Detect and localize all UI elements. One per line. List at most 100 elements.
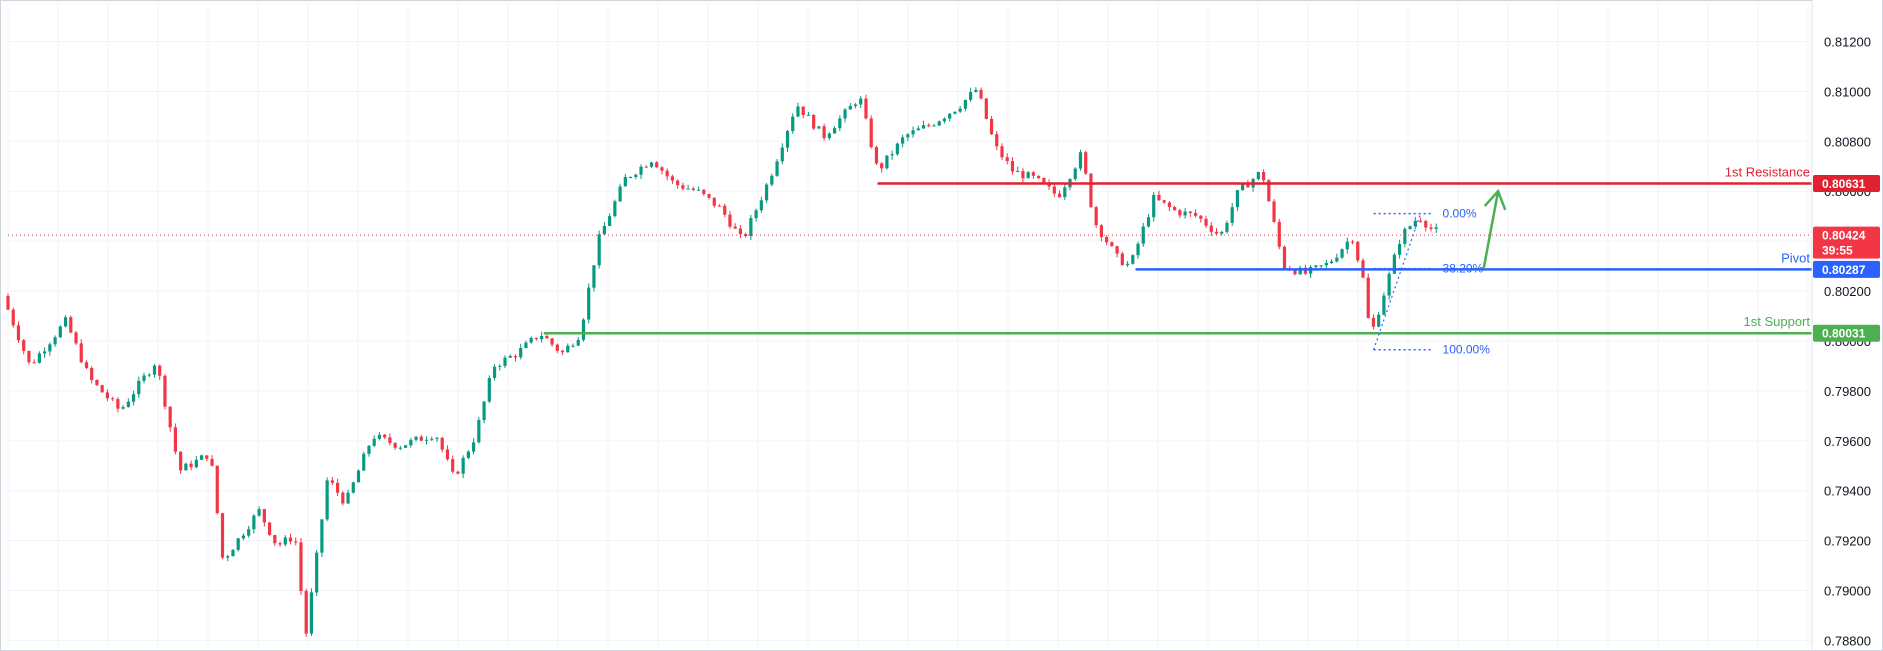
candle <box>969 87 973 102</box>
arrow-annotation[interactable] <box>1482 188 1507 269</box>
candle <box>1105 235 1109 246</box>
candle <box>37 351 41 364</box>
candle <box>717 204 722 207</box>
candle <box>288 533 293 545</box>
candle <box>304 588 308 637</box>
candle <box>27 350 31 365</box>
candle <box>461 455 465 479</box>
candles <box>6 87 1438 637</box>
candle <box>1230 202 1234 227</box>
candle <box>1120 251 1124 266</box>
candle <box>356 469 361 483</box>
candle <box>1350 239 1355 245</box>
candle <box>1094 205 1098 228</box>
candle <box>1392 252 1396 275</box>
candle <box>691 186 695 191</box>
fib-trend-line <box>1373 213 1422 350</box>
candle <box>1141 222 1145 247</box>
candle <box>1152 192 1156 222</box>
candle <box>921 120 926 129</box>
candle <box>1324 259 1328 270</box>
price-tick-label: 0.80800 <box>1824 134 1871 149</box>
candle <box>587 283 591 324</box>
candle <box>241 533 246 541</box>
candle <box>116 397 120 413</box>
candle <box>90 366 94 384</box>
resistance-badge <box>1813 174 1880 192</box>
support-badge <box>1813 324 1880 342</box>
candle <box>937 120 941 127</box>
candle <box>634 173 638 180</box>
candle <box>435 436 439 443</box>
candle <box>1261 169 1266 183</box>
candle <box>1256 171 1260 181</box>
candle <box>1084 150 1088 175</box>
candle <box>1178 208 1182 219</box>
candle <box>247 525 251 538</box>
candle <box>142 372 146 384</box>
price-axis[interactable]: 0.812000.810000.808000.806000.804000.802… <box>1811 0 1882 651</box>
candle <box>880 162 884 173</box>
candle <box>58 325 62 338</box>
candle <box>864 94 868 120</box>
candle <box>1110 241 1114 247</box>
price-tick-label: 0.79200 <box>1824 534 1871 549</box>
price-tick-label: 0.79600 <box>1824 434 1871 449</box>
candle <box>1209 222 1213 236</box>
candle <box>812 114 816 130</box>
candle <box>105 389 110 402</box>
candle <box>419 434 423 441</box>
candle <box>948 113 952 122</box>
candle <box>179 451 183 474</box>
candle <box>330 476 334 486</box>
candle <box>215 465 219 515</box>
candle <box>571 343 575 348</box>
support-label: 1st Support <box>1744 314 1811 329</box>
candle <box>315 549 319 597</box>
candle <box>194 455 198 469</box>
candle <box>6 293 10 311</box>
candle <box>728 211 732 229</box>
candle <box>137 376 141 399</box>
candle <box>184 462 188 471</box>
candle <box>1371 314 1376 330</box>
candle <box>681 182 685 191</box>
candle <box>487 375 491 404</box>
arrow-shaft <box>1482 190 1500 269</box>
candle <box>1272 199 1276 223</box>
candle <box>534 337 538 341</box>
fib-level-label: 38.20% <box>1443 262 1484 276</box>
candle <box>430 436 434 442</box>
candle <box>785 129 790 152</box>
candle <box>424 436 429 445</box>
candle <box>152 363 157 378</box>
candle <box>1057 190 1062 198</box>
candle <box>440 436 444 453</box>
support-badge-value: 0.80031 <box>1822 327 1866 341</box>
candle <box>367 444 371 457</box>
candle <box>1115 245 1119 258</box>
candle <box>576 337 580 347</box>
candle <box>1037 175 1041 179</box>
price-tick-label: 0.81200 <box>1824 34 1871 49</box>
candle <box>1356 241 1360 263</box>
candle <box>639 164 643 179</box>
candle <box>602 221 607 235</box>
price-tick-label: 0.80200 <box>1824 284 1871 299</box>
candle <box>147 373 151 378</box>
levels: 1st Resistance Pivot 1st Support <box>8 164 1812 335</box>
candle <box>540 331 544 343</box>
candle <box>958 106 962 114</box>
candle <box>696 186 701 191</box>
candle <box>989 115 994 136</box>
fib-level-label: 0.00% <box>1443 207 1477 221</box>
fibonacci-retracement[interactable]: 0.00% 38.20% 100.00% <box>1373 207 1491 357</box>
candle <box>901 134 905 148</box>
candle <box>963 99 967 112</box>
candle <box>676 179 680 189</box>
candle <box>707 193 711 200</box>
candle <box>1282 245 1287 271</box>
